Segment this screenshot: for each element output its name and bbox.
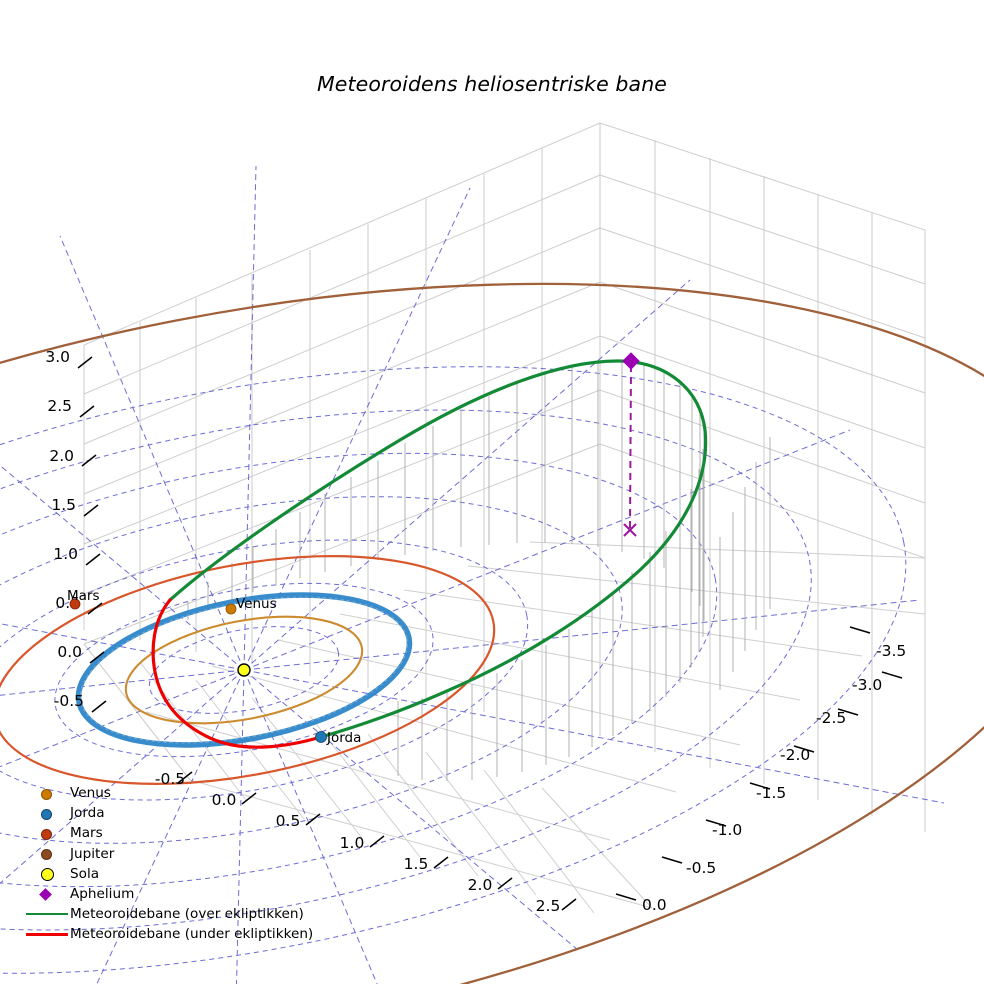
- z-tick-label: 0.0: [642, 896, 667, 914]
- venus-body: Venus: [225, 596, 277, 615]
- mars-orbit: [0, 555, 496, 785]
- y-tick-label: 2.5: [47, 397, 72, 415]
- z-axis-tick-labels: 0.0 -0.5 -1.0 -1.5 -2.0 -2.5 -3.0 -3.5: [642, 642, 906, 914]
- legend-item-aphelium: Aphelium: [24, 884, 324, 904]
- legend-label-meteoroid-below: Meteoroidebane (under ekliptikken): [70, 926, 314, 943]
- legend-label-sola: Sola: [70, 865, 100, 882]
- page-title: Meteoroidens heliosentriske bane: [316, 72, 668, 96]
- aphelium-projection-icon: [623, 523, 637, 537]
- sola-body: [237, 663, 251, 677]
- venus-swatch-icon: [24, 783, 70, 803]
- legend-label-meteoroid-above: Meteoroidebane (over ekliptikken): [70, 906, 304, 923]
- legend-label-jorda: Jorda: [70, 805, 105, 822]
- x-tick-label: 0.5: [276, 812, 301, 830]
- legend-label-aphelium: Aphelium: [70, 886, 135, 903]
- legend-item-sola: Sola: [24, 864, 324, 884]
- pane-grid: [83, 122, 926, 832]
- mars-label: Mars: [67, 588, 100, 604]
- mars-swatch-icon: [24, 823, 70, 843]
- polar-grid: [0, 165, 945, 984]
- jorda-orbit: [75, 592, 413, 748]
- legend: Venus Jorda Mars Jupiter Sola: [24, 783, 324, 945]
- z-tick-label: -3.5: [876, 642, 906, 660]
- floor-grid: [83, 541, 926, 914]
- legend-item-mars: Mars: [24, 823, 324, 843]
- meteoroid-above-line-icon: [24, 904, 70, 924]
- y-tick-label: -0.5: [54, 692, 84, 710]
- venus-label: Venus: [236, 596, 277, 612]
- sola-marker: [237, 663, 251, 677]
- legend-item-jupiter: Jupiter: [24, 844, 324, 864]
- jupiter-swatch-icon: [24, 844, 70, 864]
- x-tick-label: -0.5: [155, 770, 185, 788]
- z-tick-label: -2.5: [816, 709, 846, 727]
- y-axis-tick-labels: 3.0 2.5 2.0 1.5 1.0 0.5 0.0 -0.5: [45, 348, 84, 710]
- jorda-body: Jorda: [315, 730, 361, 746]
- aphelium-swatch-icon: [24, 884, 70, 904]
- z-tick-label: -2.0: [780, 746, 810, 764]
- jorda-label: Jorda: [326, 730, 361, 746]
- meteoroid-below-line-icon: [24, 924, 70, 944]
- meteoroid-orbit-below: [151, 598, 323, 749]
- x-tick-label: 1.0: [340, 834, 365, 852]
- z-tick-label: -3.0: [852, 676, 882, 694]
- x-axis-tick-labels: -0.5 0.0 0.5 1.0 1.5 2.0 2.5: [155, 770, 560, 915]
- z-tick-label: -1.5: [756, 784, 786, 802]
- y-tick-label: 2.0: [49, 447, 74, 465]
- legend-item-jorda: Jorda: [24, 803, 324, 823]
- y-tick-label: 1.5: [51, 496, 76, 514]
- venus-marker: [225, 603, 237, 615]
- x-tick-label: 1.5: [404, 855, 429, 873]
- mars-body: Mars: [67, 588, 100, 610]
- z-tick-label: -0.5: [686, 859, 716, 877]
- venus-orbit: [124, 615, 364, 725]
- aphelium-drop-line: [629, 364, 632, 529]
- drop-lines: [187, 361, 771, 781]
- jorda-marker: [315, 731, 327, 743]
- jorda-swatch-icon: [24, 803, 70, 823]
- meteoroid-orbit-above: [168, 359, 708, 739]
- y-tick-label: 1.0: [53, 545, 78, 563]
- y-tick-label: 0.0: [57, 643, 82, 661]
- legend-item-meteoroid-above: Meteoroidebane (over ekliptikken): [24, 904, 324, 924]
- sola-swatch-icon: [24, 864, 70, 884]
- x-tick-label: 2.5: [536, 897, 561, 915]
- legend-label-venus: Venus: [70, 785, 111, 802]
- x-tick-label: 0.0: [212, 791, 237, 809]
- aphelium-marker: [622, 352, 640, 370]
- x-tick-label: 2.0: [468, 876, 493, 894]
- legend-item-venus: Venus: [24, 783, 324, 803]
- y-tick-label: 3.0: [45, 348, 70, 366]
- jorda-orbit-inner: [80, 596, 408, 744]
- legend-label-jupiter: Jupiter: [70, 845, 115, 862]
- legend-label-mars: Mars: [70, 825, 103, 842]
- jupiter-orbit: [0, 282, 984, 984]
- mars-marker: [69, 598, 81, 610]
- legend-item-meteoroid-below: Meteoroidebane (under ekliptikken): [24, 924, 324, 944]
- z-tick-label: -1.0: [712, 821, 742, 839]
- axis-ticks: [77, 356, 903, 911]
